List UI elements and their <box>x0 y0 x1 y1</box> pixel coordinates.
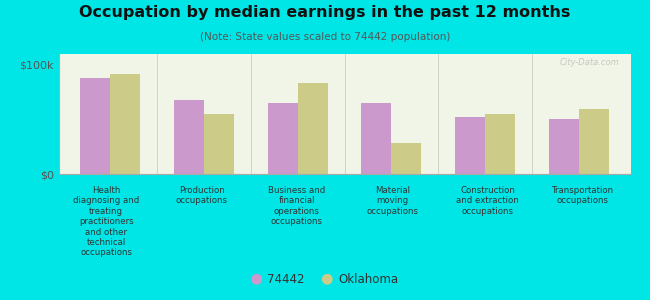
Text: Occupation by median earnings in the past 12 months: Occupation by median earnings in the pas… <box>79 4 571 20</box>
Text: (Note: State values scaled to 74442 population): (Note: State values scaled to 74442 popu… <box>200 32 450 41</box>
Text: Business and
financial
operations
occupations: Business and financial operations occupa… <box>268 186 326 226</box>
Bar <box>80 78 110 174</box>
Bar <box>268 103 298 174</box>
Bar <box>204 114 234 174</box>
Bar <box>110 74 140 174</box>
Bar <box>174 100 204 174</box>
Text: Material
moving
occupations: Material moving occupations <box>366 186 418 216</box>
Text: Transportation
occupations: Transportation occupations <box>552 186 614 206</box>
Text: Health
diagnosing and
treating
practitioners
and other
technical
occupations: Health diagnosing and treating practitio… <box>73 186 139 257</box>
Bar <box>549 119 579 174</box>
Bar <box>298 83 328 174</box>
Legend: 74442, Oklahoma: 74442, Oklahoma <box>247 269 403 291</box>
Bar <box>579 109 609 174</box>
Text: Construction
and extraction
occupations: Construction and extraction occupations <box>456 186 519 216</box>
Bar <box>391 143 421 174</box>
Text: City-Data.com: City-Data.com <box>559 58 619 67</box>
Bar <box>361 103 391 174</box>
Text: Production
occupations: Production occupations <box>176 186 227 206</box>
Bar <box>455 117 485 174</box>
Bar <box>485 114 515 174</box>
